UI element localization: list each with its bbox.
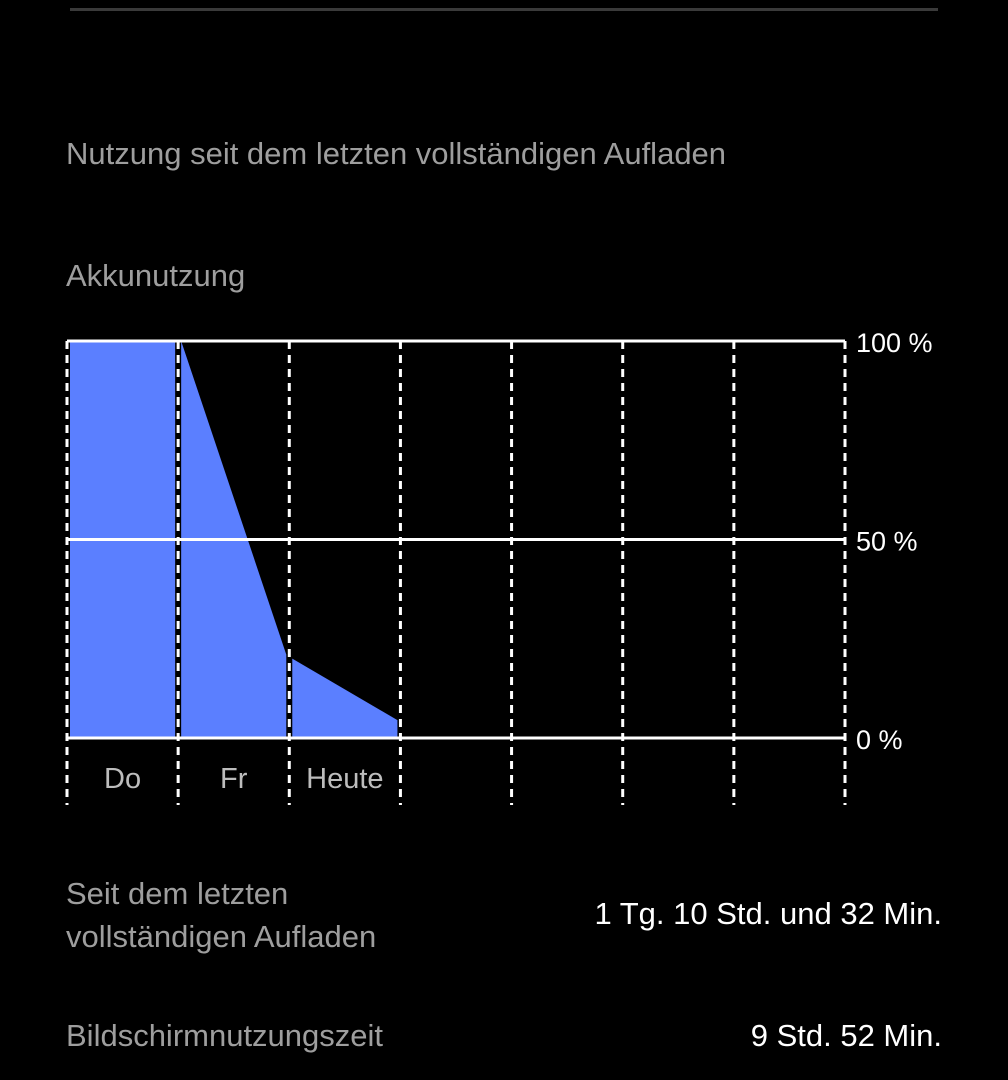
- screen-time-value: 9 Std. 52 Min.: [750, 1018, 942, 1053]
- x-tick-label: Do: [104, 763, 141, 795]
- y-tick-label: 100 %: [856, 328, 933, 358]
- section-title: Nutzung seit dem letzten vollständigen A…: [66, 136, 727, 171]
- label-line: Seit dem letzten: [66, 876, 289, 911]
- battery-usage-chart: 100 % 50 % 0 % Do Fr Heute: [65, 328, 933, 805]
- since-charge-value: 1 Tg. 10 Std. und 32 Min.: [594, 896, 942, 931]
- label-line: vollständigen Aufladen: [66, 919, 377, 954]
- usage-area-Heute: [292, 658, 398, 738]
- x-tick-label: Heute: [306, 763, 383, 795]
- since-charge-label: Seit dem letzten vollständigen Aufladen: [66, 872, 376, 958]
- y-tick-label: 0 %: [856, 725, 903, 755]
- x-tick-label: Fr: [220, 763, 248, 795]
- divider: [70, 8, 938, 11]
- chart-title: Akkunutzung: [66, 258, 246, 293]
- y-tick-label: 50 %: [856, 527, 918, 557]
- screen-time-label: Bildschirmnutzungszeit: [66, 1018, 384, 1053]
